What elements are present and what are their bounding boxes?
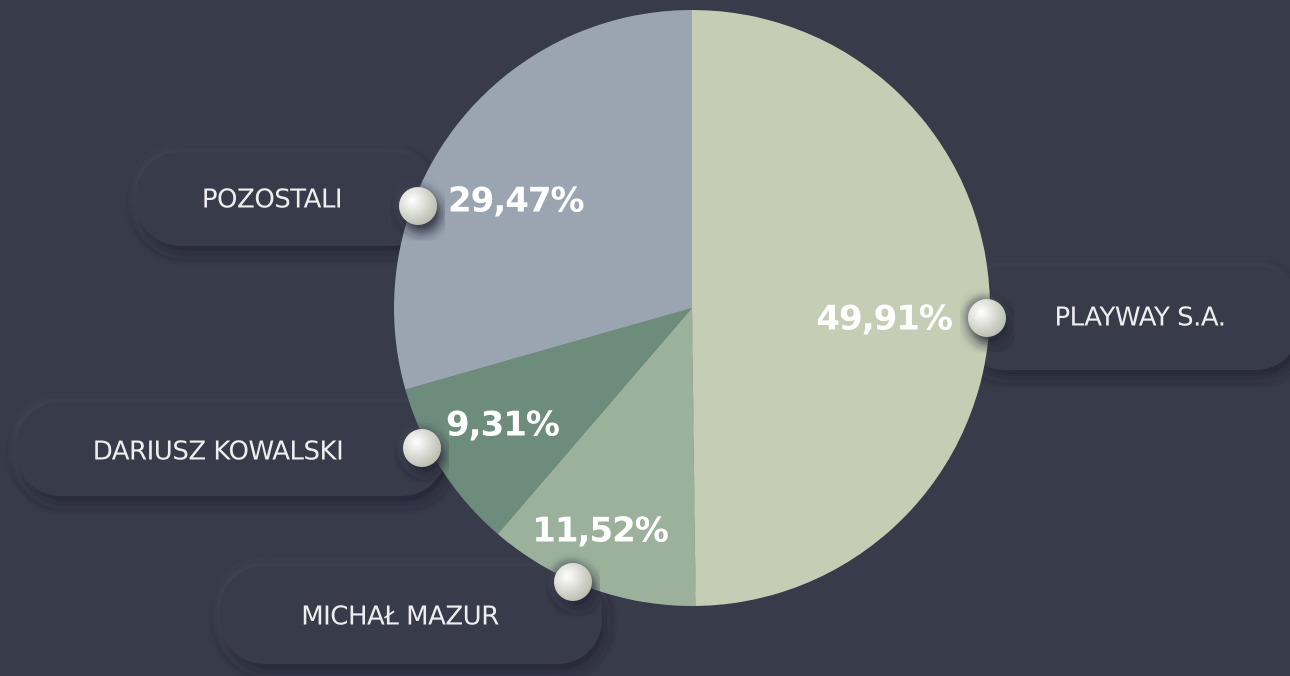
label-pill — [136, 152, 436, 246]
slice-name: PLAYWAY S.A. — [1055, 303, 1226, 333]
label-dot — [403, 429, 441, 467]
label-pill — [960, 266, 1290, 370]
pie-slice — [405, 308, 692, 534]
slice-name: DARIUSZ KOWALSKI — [93, 437, 344, 467]
label-pill — [220, 566, 602, 664]
pie-slice — [394, 10, 692, 390]
label-dot — [399, 187, 437, 225]
label-dot — [554, 563, 592, 601]
label-dot — [968, 299, 1006, 337]
pie-slice — [497, 308, 696, 606]
slice-value-label: 11,52% — [532, 511, 668, 551]
slice-value-label: 29,47% — [448, 181, 584, 221]
slice-name: MICHAŁ MAZUR — [301, 602, 499, 632]
slice-value-label: 49,91% — [816, 299, 952, 339]
slice-value-label: 9,31% — [446, 405, 559, 445]
pie-slice — [692, 10, 990, 606]
label-pill — [16, 402, 446, 496]
slice-name: POZOSTALI — [202, 185, 342, 215]
